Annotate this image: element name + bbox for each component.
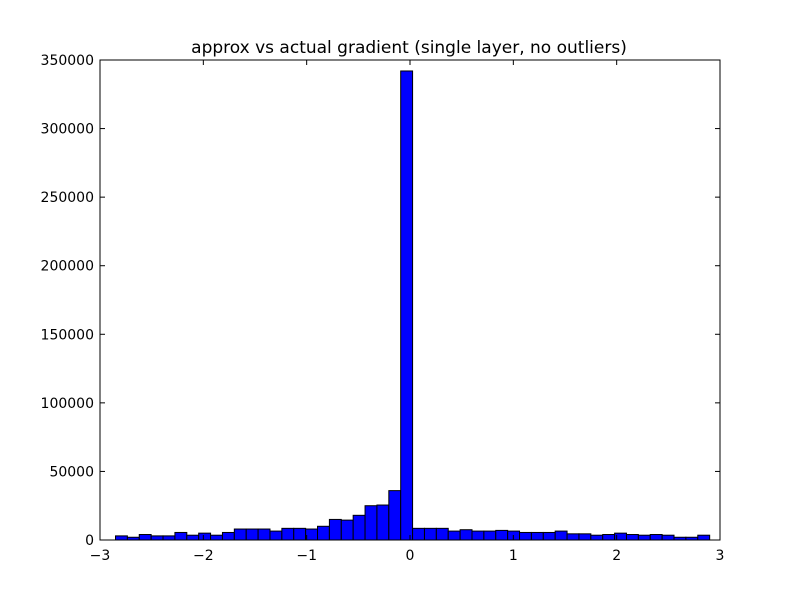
histogram-bar-15 [293,527,307,541]
histogram-bar-22 [376,504,390,541]
histogram-bar-26 [423,527,437,541]
histogram-bar-16 [305,528,319,541]
histogram-bar-3 [150,535,164,541]
x-tick-label-3: 0 [406,548,415,564]
histogram-bar-21 [364,505,378,541]
histogram-bar-43 [625,534,639,541]
histogram-bar-17 [317,525,330,541]
histogram-bar-6 [186,534,200,541]
x-tick-label-5: 2 [612,548,621,564]
y-tick-label-5: 250000 [41,190,94,206]
histogram-bar-40 [590,534,604,541]
histogram-bar-23 [388,490,402,541]
histogram-bar-13 [269,530,283,541]
histogram-bar-19 [340,519,354,541]
ticks-group: −3 −2 −1 0 1 2 3 0 50000 100000 150000 200000 250000… [41,53,725,564]
histogram-bar-25 [412,527,425,541]
histogram-bar-24 [400,70,414,541]
histogram-bar-10 [233,528,247,541]
histogram-bar-9 [221,531,235,541]
histogram-bar-29 [459,529,473,541]
histogram-bar-18 [328,518,342,541]
histogram-bar-11 [245,528,259,541]
histogram-bar-27 [435,527,449,541]
histogram-bar-2 [138,534,152,541]
histogram-bar-4 [162,535,176,541]
histogram-bar-8 [210,534,223,541]
histogram-bar-46 [661,534,675,541]
y-tick-label-0: 0 [85,533,94,549]
histogram-bar-28 [447,530,461,541]
y-tick-label-3: 150000 [41,327,94,343]
histogram-bar-0 [115,535,128,541]
x-tick-label-1: −2 [193,548,214,564]
histogram-bar-44 [637,534,651,541]
histogram-bar-30 [471,530,485,541]
plot-frame [99,59,721,541]
y-tick-label-7: 350000 [41,53,94,69]
histogram-bar-35 [530,531,544,541]
histogram-bar-7 [198,532,212,541]
histogram-bar-39 [578,533,592,541]
x-tick-label-0: −3 [90,548,111,564]
chart-title: approx vs actual gradient (single layer,… [191,38,627,58]
y-tick-label-4: 200000 [41,259,94,275]
histogram-bar-38 [566,533,580,541]
x-tick-label-4: 1 [509,548,518,564]
histogram-bar-12 [257,528,271,541]
histogram-bar-31 [483,530,497,541]
histogram-bar-41 [602,534,616,541]
histogram-bar-20 [352,514,366,541]
x-tick-label-2: −1 [296,548,317,564]
histogram-bar-32 [495,529,509,541]
histogram-bar-49 [697,534,711,541]
histogram-bar-45 [649,534,663,541]
histogram-bar-5 [174,531,188,541]
y-tick-label-6: 300000 [41,122,94,138]
histogram-bar-14 [281,527,295,541]
x-tick-label-6: 3 [716,548,725,564]
y-tick-label-2: 100000 [41,396,94,412]
histogram-bar-36 [542,531,556,541]
histogram-bar-34 [519,531,532,541]
histogram-bar-37 [554,530,568,541]
y-tick-label-1: 50000 [49,464,94,480]
